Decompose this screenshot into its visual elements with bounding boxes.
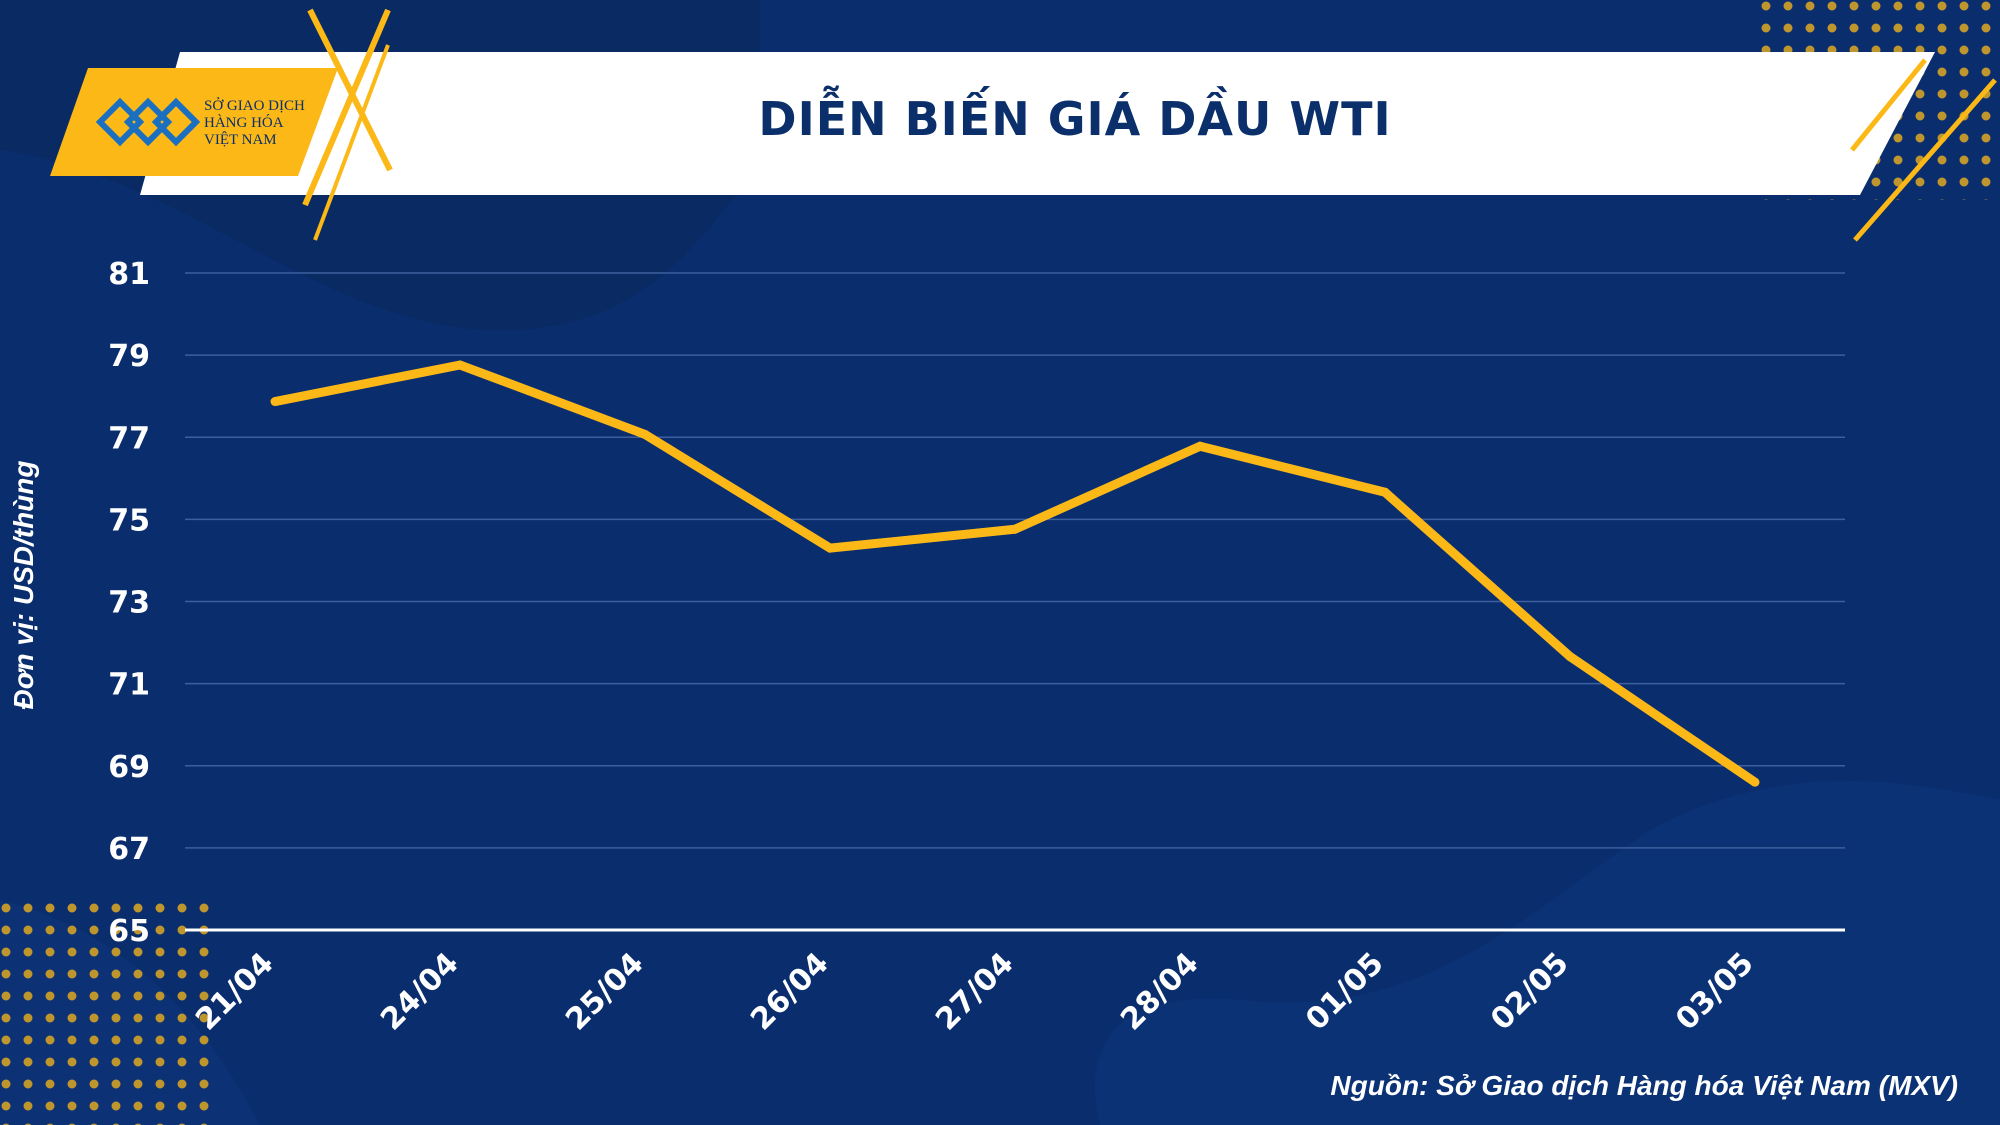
data-point [640, 429, 650, 439]
logo-text: SỞ GIAO DỊCH HÀNG HÓA VIỆT NAM [204, 98, 305, 149]
data-point [1195, 441, 1205, 451]
x-tick-label: 26/04 [744, 946, 836, 1038]
y-tick-label: 65 [108, 914, 150, 949]
logo-line-1: SỞ GIAO DỊCH [204, 98, 305, 114]
data-point [1565, 652, 1575, 662]
y-tick-label: 75 [108, 503, 150, 538]
x-tick-label: 24/04 [374, 946, 466, 1038]
accent-stroke [302, 8, 391, 207]
y-tick-label: 77 [108, 421, 150, 456]
logo-line-2: HÀNG HÓA [204, 115, 284, 131]
y-tick-label: 73 [108, 586, 150, 621]
accent-stroke [1850, 58, 1927, 152]
accent-stroke [1853, 78, 1997, 242]
y-tick-label: 67 [108, 832, 150, 867]
data-point [1380, 487, 1390, 497]
data-point [1010, 524, 1020, 534]
source-note: Nguồn: Sở Giao dịch Hàng hóa Việt Nam (M… [1330, 1070, 1958, 1101]
x-tick-label: 25/04 [559, 946, 651, 1038]
y-tick-label: 69 [108, 750, 150, 785]
y-tick-label: 79 [108, 339, 150, 374]
chart-title: DIỄN BIẾN GIÁ DẦU WTI [758, 92, 1392, 146]
data-point [825, 543, 835, 553]
exchange-logo-icon [95, 97, 201, 147]
data-point [455, 360, 465, 370]
series-line [274, 360, 1758, 786]
data-point [1750, 777, 1760, 787]
y-tick-label: 81 [108, 257, 150, 292]
y-tick-label: 71 [108, 668, 150, 703]
x-tick-label: 27/04 [929, 946, 1021, 1038]
y-axis-label: Đơn vị: USD/thùng [8, 460, 39, 710]
title-banner [140, 52, 1935, 195]
data-point [270, 397, 280, 407]
dot-pattern-bottom-left [0, 900, 210, 1125]
logo-line-3: VIỆT NAM [204, 132, 277, 148]
accent-stroke [307, 8, 393, 172]
accent-stroke [313, 44, 390, 241]
